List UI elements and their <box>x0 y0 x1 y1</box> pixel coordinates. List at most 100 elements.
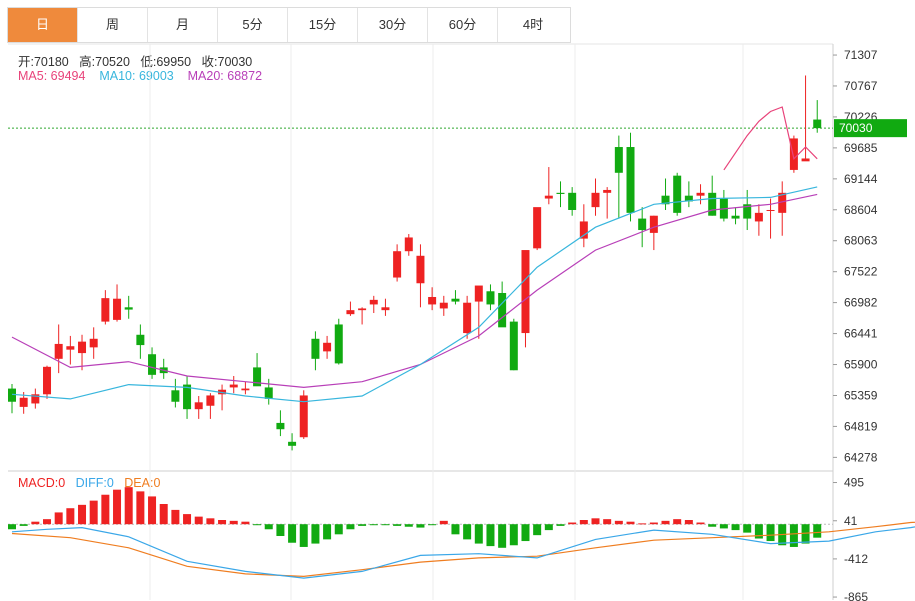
candle-body <box>509 321 518 371</box>
dea-value: 0 <box>153 476 161 490</box>
macd-bar <box>661 520 670 525</box>
candle-body <box>638 218 647 231</box>
macd-bar <box>218 520 227 525</box>
tab-6[interactable]: 60分 <box>428 8 498 42</box>
candle-body <box>171 390 180 402</box>
candle-body <box>813 119 822 129</box>
candle-body <box>591 192 600 208</box>
macd-bar <box>206 518 215 525</box>
macd-bar <box>148 496 157 525</box>
ma5-label: MA5: <box>18 69 48 83</box>
candle-body <box>136 334 145 346</box>
macd-tick-label: 495 <box>844 476 864 490</box>
ohlc-readout: 开:70180 高:70520 低:69950 收:70030 <box>18 51 252 70</box>
tab-7[interactable]: 4时 <box>522 17 544 32</box>
macd-bar <box>404 524 413 527</box>
open-value: 70180 <box>33 55 69 69</box>
macd-bar <box>299 524 308 547</box>
tab-0[interactable]: 日 <box>8 8 78 42</box>
candle-body <box>556 192 565 194</box>
dea-label: DEA: <box>124 476 154 490</box>
macd-bar <box>101 494 110 525</box>
candle-body <box>544 195 553 199</box>
candle-body <box>334 324 343 364</box>
candle-body <box>393 251 402 278</box>
candle-body <box>54 343 63 359</box>
candle-body <box>708 192 717 216</box>
macd-bar <box>591 518 600 525</box>
candle-body <box>253 367 262 387</box>
macd-bar <box>241 521 250 525</box>
candle-body <box>89 338 98 348</box>
macd-bar <box>626 521 635 525</box>
timeframe-tabs: 日周月 5分 15分 30分 60分 4时 <box>7 7 571 43</box>
macd-bar <box>708 524 717 527</box>
price-tick-label: 66982 <box>844 296 878 310</box>
macd-bar <box>19 524 28 526</box>
macd-bar <box>568 522 577 525</box>
macd-bar <box>393 524 402 526</box>
price-tick-label: 65359 <box>844 389 878 403</box>
macd-bar <box>183 514 192 525</box>
macd-bar <box>416 524 425 528</box>
macd-bar <box>323 524 332 540</box>
macd-bar <box>334 524 343 535</box>
macd-bar <box>276 524 285 536</box>
tab-2[interactable]: 月 <box>148 8 218 42</box>
candle-body <box>603 189 612 193</box>
macd-bar <box>754 524 763 539</box>
ma20-value: 68872 <box>227 69 263 83</box>
diff-line <box>11 526 915 579</box>
candle-body <box>778 192 787 213</box>
candle-body <box>241 388 250 391</box>
macd-bar <box>358 524 367 526</box>
macd-bar <box>603 519 612 525</box>
macd-tick-label: -412 <box>844 552 868 566</box>
candle-body <box>19 397 28 407</box>
ma20-line <box>11 193 818 389</box>
tab-1[interactable]: 周 <box>78 8 148 42</box>
candle-body <box>381 307 390 311</box>
candle-body <box>288 441 297 446</box>
candle-body <box>31 394 40 404</box>
tab-5[interactable]: 30分 <box>358 8 428 42</box>
macd-tick-label: -865 <box>844 590 868 601</box>
candle-body <box>696 192 705 196</box>
macd-bar <box>801 524 810 544</box>
close-label: 收: <box>201 55 218 69</box>
candle-body <box>206 395 215 406</box>
macd-bar <box>253 524 262 526</box>
tab-3[interactable]: 5分 <box>218 8 288 42</box>
candle-body <box>8 388 16 402</box>
candle-body <box>183 384 192 410</box>
candle-body <box>731 215 740 219</box>
price-tick-label: 64278 <box>844 450 878 464</box>
tab-4[interactable]: 15分 <box>288 8 358 42</box>
current-price-tag <box>834 119 907 138</box>
macd-bar <box>264 524 273 530</box>
candle-body <box>194 402 203 410</box>
low-label: 低: <box>140 55 157 69</box>
macd-bar <box>288 524 297 543</box>
macd-bar <box>428 524 437 526</box>
price-tick-label: 68063 <box>844 234 878 248</box>
ma10-label: MA10: <box>99 69 136 83</box>
candle-body <box>43 366 52 395</box>
macd-bar <box>43 519 52 525</box>
candle-body <box>451 298 460 302</box>
candle-body <box>299 395 308 438</box>
macd-bar <box>684 520 693 525</box>
candle-body <box>148 354 157 375</box>
macd-bar <box>743 524 752 533</box>
macd-bar <box>696 522 705 525</box>
macd-bar <box>8 524 16 530</box>
macd-label: MACD: <box>18 476 59 490</box>
candle-body <box>801 158 810 162</box>
macd-bar <box>521 524 530 542</box>
price-tick-label: 71307 <box>844 48 878 62</box>
macd-bar <box>451 524 460 535</box>
close-value: 70030 <box>217 55 253 69</box>
macd-bar <box>124 487 133 525</box>
low-value: 69950 <box>156 55 192 69</box>
